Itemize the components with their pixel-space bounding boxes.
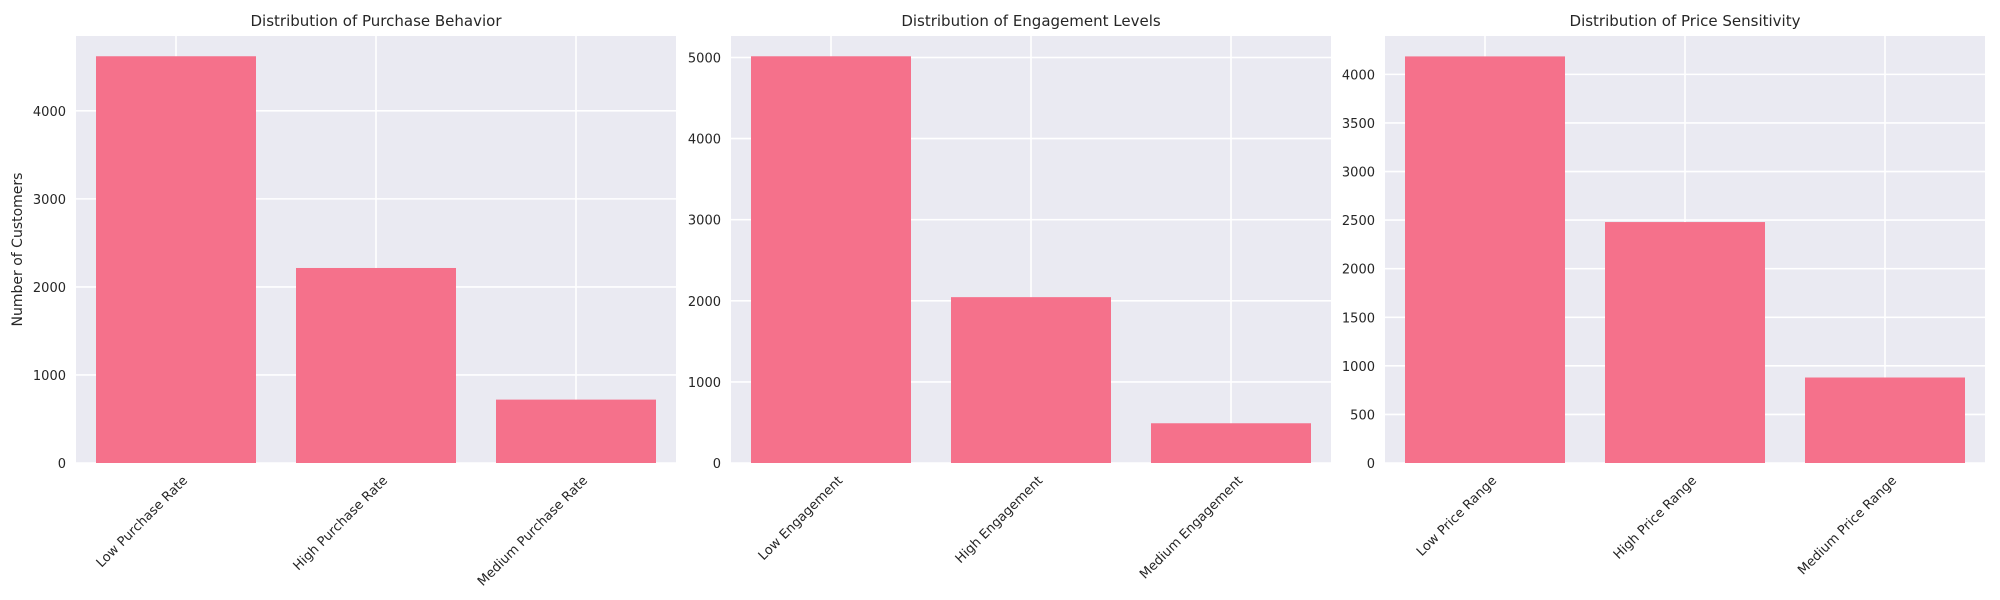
- bar-low-purchase-rate: [96, 56, 256, 464]
- x-tick-label: Low Purchase Rate: [94, 473, 191, 570]
- bar-high-purchase-rate: [296, 267, 456, 463]
- chart-title: Distribution of Engagement Levels: [901, 12, 1161, 30]
- y-tick-label: 1000: [1342, 360, 1375, 375]
- y-tick-label: 3000: [33, 193, 66, 208]
- y-tick-label: 2000: [33, 281, 66, 296]
- y-tick-label: 0: [713, 457, 721, 472]
- chart-panel-2: 0 1000 2000 3000 4000 5000 Low Engagement High …: [688, 12, 1331, 582]
- y-tick-label: 2000: [688, 295, 721, 310]
- bar-low-engagement: [751, 56, 911, 464]
- bar-high-price-range: [1605, 222, 1765, 463]
- x-tick-label: High Purchase Rate: [291, 473, 391, 573]
- bar-medium-price-range: [1805, 377, 1965, 463]
- x-tick-label: Medium Engagement: [1137, 473, 1246, 582]
- x-tick-label: Low Engagement: [756, 473, 846, 563]
- y-tick-label: 4000: [1342, 68, 1375, 83]
- y-axis-label: Number of Customers: [10, 173, 26, 327]
- y-tick-label: 4000: [688, 133, 721, 148]
- y-tick-label: 2000: [1342, 263, 1375, 278]
- y-tick-label: 1500: [1342, 311, 1375, 326]
- y-tick-label: 2500: [1342, 214, 1375, 229]
- y-tick-label: 500: [1350, 408, 1375, 423]
- y-tick-label: 3000: [688, 214, 721, 229]
- chart-panel-1: 0 1000 2000 3000 4000 Low Purchase Rate High P…: [10, 12, 676, 589]
- x-tick-label: High Price Range: [1611, 473, 1700, 562]
- bar-high-engagement: [951, 297, 1111, 463]
- y-tick-label: 1000: [688, 376, 721, 391]
- chart-panel-3: 0 500 1000 1500 2000 2500 3000 3500 4000 Low Pric…: [1342, 12, 1985, 578]
- chart-title: Distribution of Price Sensitivity: [1570, 12, 1801, 30]
- y-tick-label: 3500: [1342, 117, 1375, 132]
- y-tick-label: 0: [58, 457, 66, 472]
- x-tick-label: Medium Purchase Rate: [475, 473, 591, 589]
- y-tick-label: 0: [1367, 457, 1375, 472]
- bar-medium-purchase-rate: [496, 399, 656, 463]
- y-tick-label: 3000: [1342, 166, 1375, 181]
- y-tick-label: 1000: [33, 369, 66, 384]
- chart-title: Distribution of Purchase Behavior: [251, 12, 503, 30]
- y-tick-label: 5000: [688, 51, 721, 66]
- bar-medium-engagement: [1151, 423, 1311, 463]
- x-tick-label: Low Price Range: [1414, 473, 1500, 559]
- x-tick-label: Medium Price Range: [1795, 473, 1900, 578]
- bar-low-price-range: [1405, 56, 1565, 463]
- x-tick-label: High Engagement: [953, 473, 1046, 566]
- y-tick-label: 4000: [33, 105, 66, 120]
